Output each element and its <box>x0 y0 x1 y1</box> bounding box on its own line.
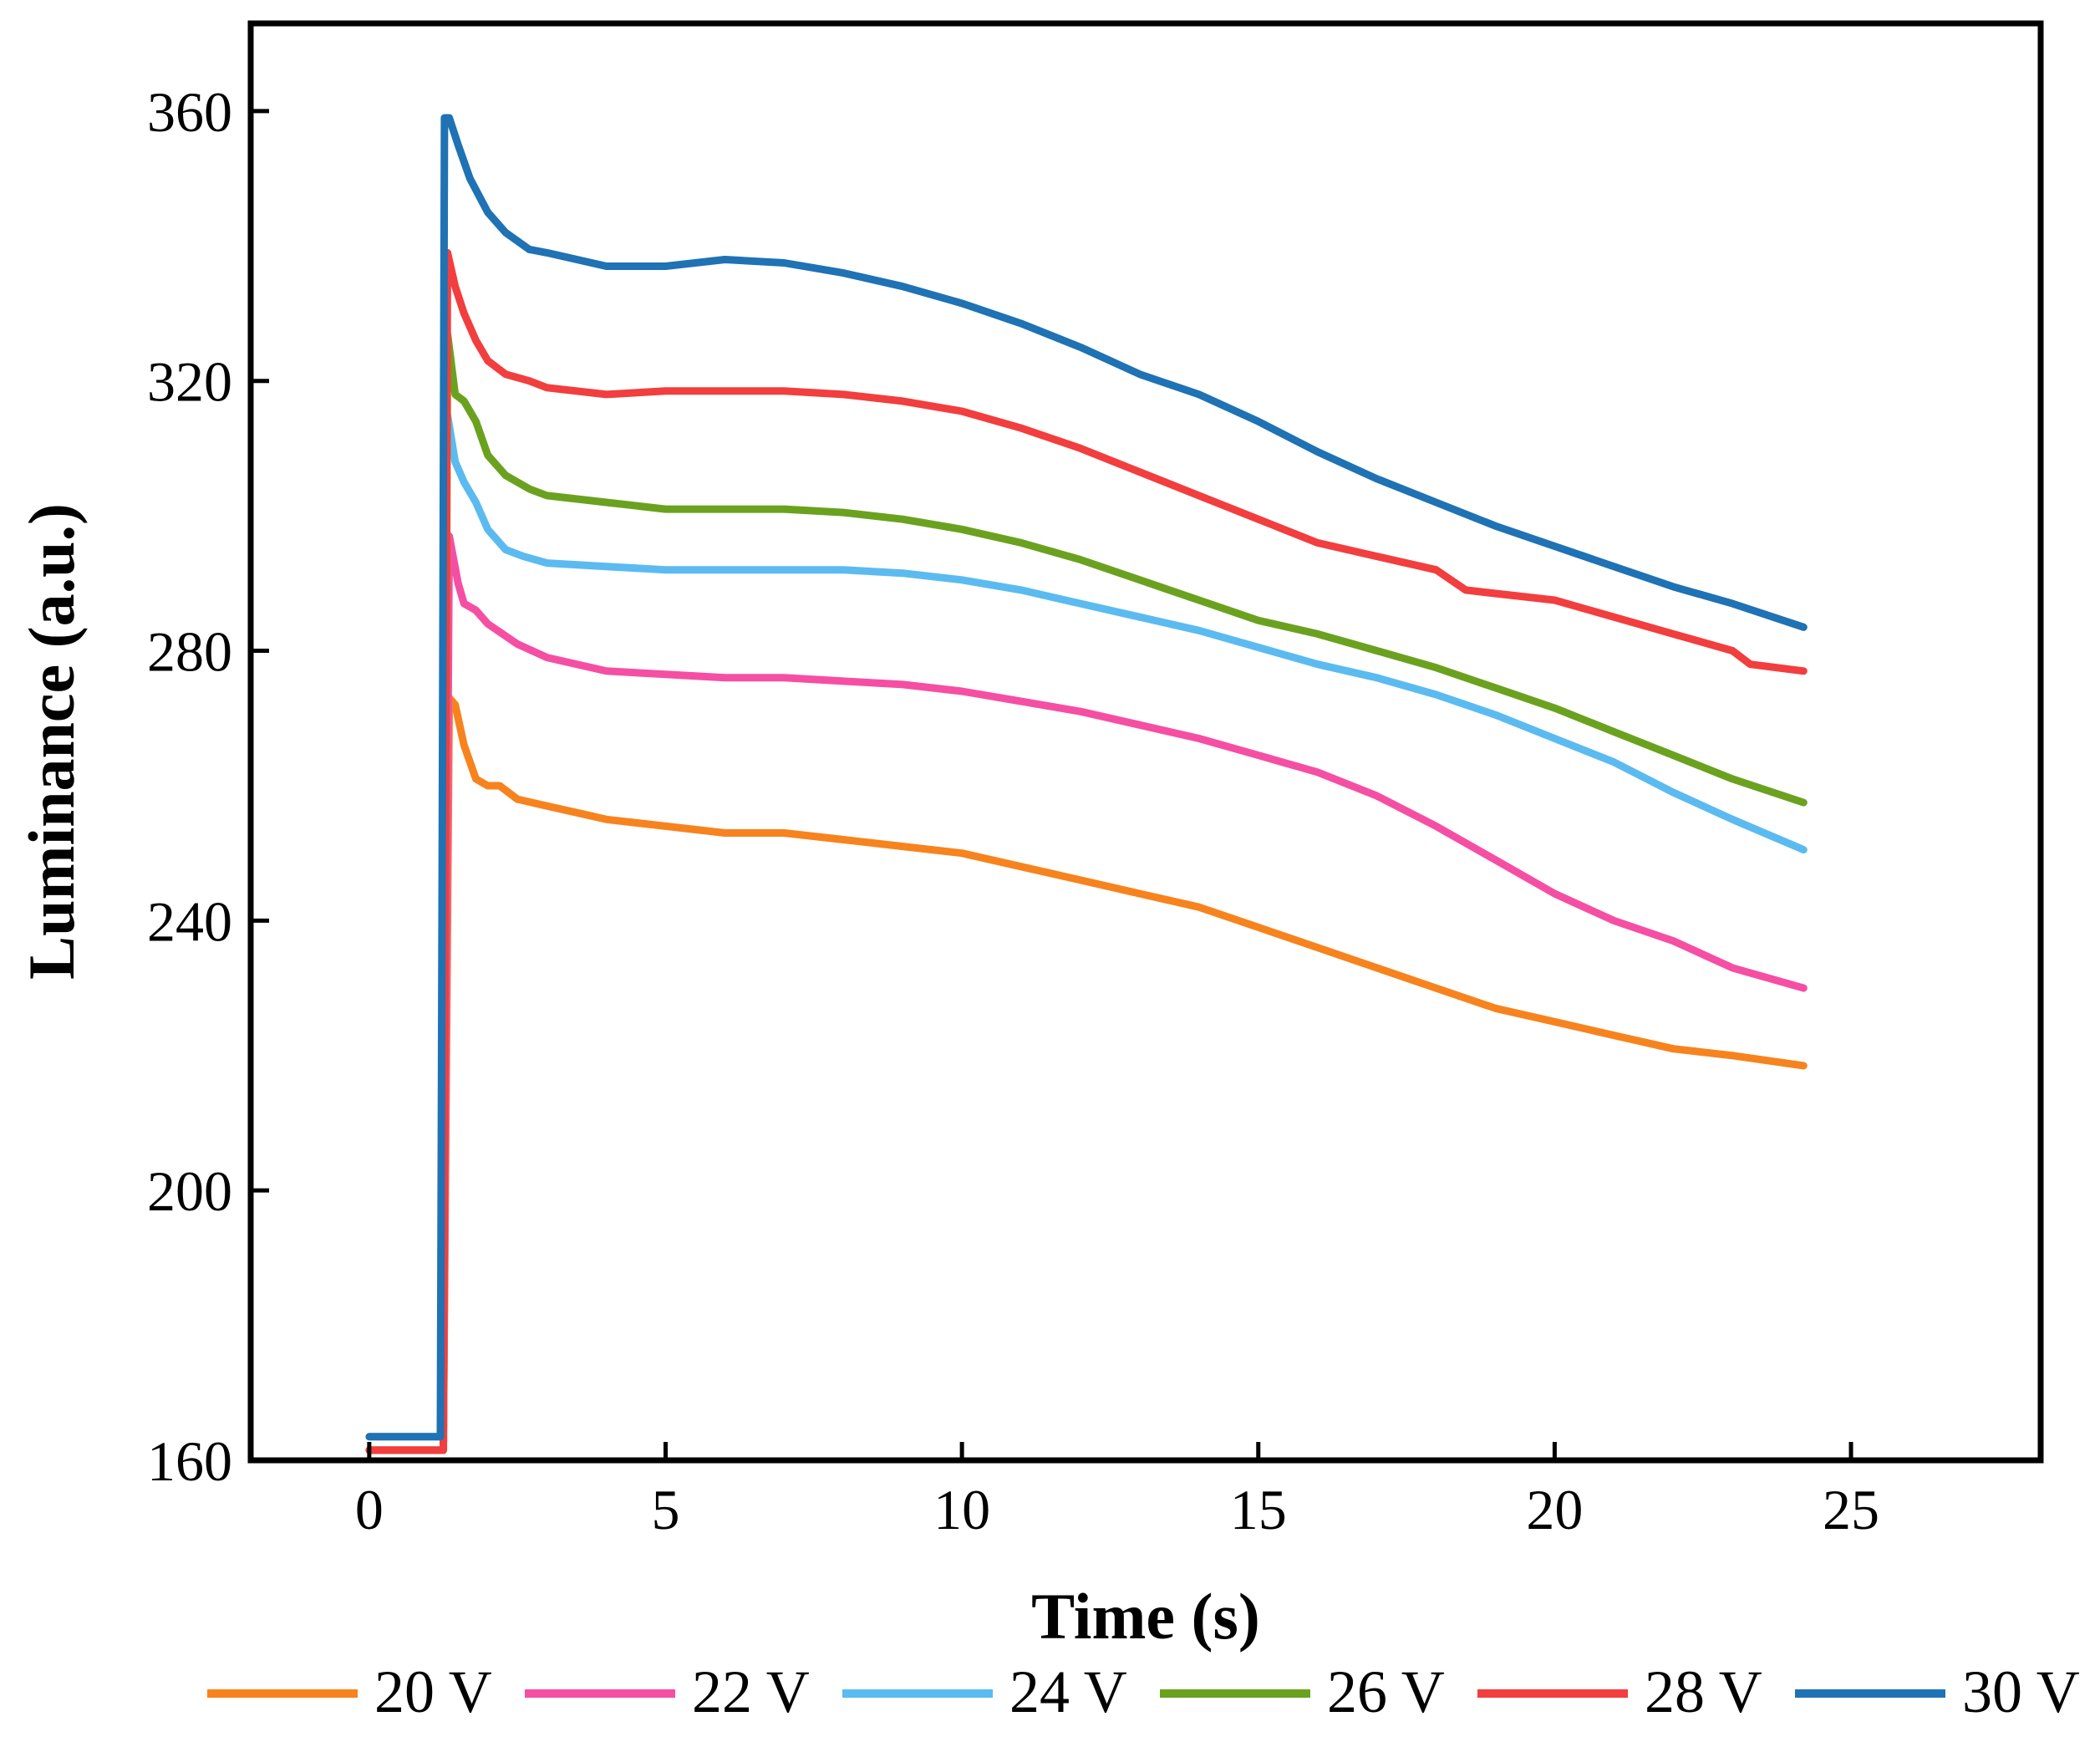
x-tick-label: 5 <box>651 1478 679 1541</box>
legend-label: 24 V <box>1009 1658 1127 1725</box>
series-layer <box>365 114 1808 1454</box>
x-tick-label: 0 <box>355 1478 384 1541</box>
y-axis-title: Luminance (a.u.) <box>15 503 88 980</box>
y-tick-label: 320 <box>147 350 232 414</box>
y-tick-label: 200 <box>147 1159 232 1223</box>
series-line-20v <box>365 694 1808 1454</box>
y-axis-ticks: 160 200 240 280 320 360 <box>147 80 269 1493</box>
legend-label: 28 V <box>1645 1658 1762 1725</box>
legend-label: 22 V <box>692 1658 810 1725</box>
y-tick-label: 360 <box>147 80 232 144</box>
legend-label: 20 V <box>374 1658 492 1725</box>
x-tick-label: 15 <box>1230 1478 1287 1541</box>
x-tick-label: 10 <box>933 1478 990 1541</box>
y-tick-label: 240 <box>147 889 232 953</box>
legend: 20 V 22 V 24 V 26 V 28 V 30 V <box>207 1658 2080 1725</box>
series-line-24v <box>365 404 1808 1441</box>
series-line-28v <box>365 248 1808 1454</box>
legend-label: 26 V <box>1327 1658 1445 1725</box>
series-line-30v <box>365 114 1808 1441</box>
plot-frame <box>247 20 2044 1464</box>
legend-label: 30 V <box>1962 1658 2080 1725</box>
y-tick-label: 280 <box>147 620 232 684</box>
series-line-26v <box>365 329 1808 1454</box>
x-tick-label: 25 <box>1823 1478 1879 1541</box>
series-line-22v <box>365 532 1808 1454</box>
x-axis-ticks: 0 5 10 15 20 25 <box>355 1442 1879 1541</box>
y-tick-label: 160 <box>147 1429 232 1493</box>
x-tick-label: 20 <box>1526 1478 1583 1541</box>
x-axis-title: Time (s) <box>1031 1580 1260 1653</box>
